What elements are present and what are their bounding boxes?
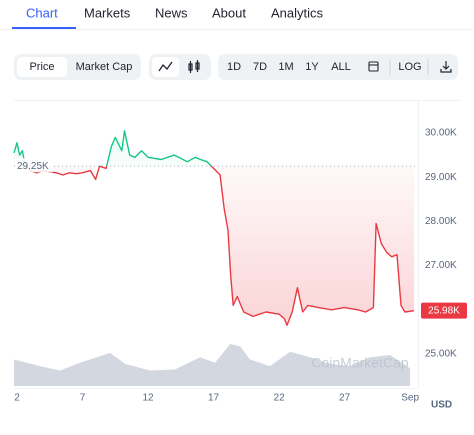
currency-label: USD (431, 400, 452, 411)
reference-label-bg (15, 158, 53, 173)
x-tick-label: 2 (14, 393, 20, 404)
current-price-badge (421, 302, 467, 319)
price-area (14, 130, 415, 326)
y-tick-label: 25.00K (425, 349, 457, 360)
metric-button[interactable]: Market Cap (76, 61, 133, 73)
range-button[interactable]: 1M (278, 61, 293, 73)
y-tick-label: 28.00K (425, 216, 457, 227)
range-button[interactable]: ALL (331, 61, 351, 73)
y-tick-label: 30.00K (425, 128, 457, 139)
plot: CoinMarketCap 29.25K 30.00K 29.00K 28.00K 27.… (13, 100, 467, 411)
x-tick-label: 22 (274, 393, 286, 404)
current-price-label: 25.98K (428, 305, 460, 316)
tab[interactable]: About (212, 5, 246, 20)
x-tick-label: 12 (142, 393, 154, 404)
range-button[interactable]: 7D (253, 61, 267, 73)
tab[interactable]: Markets (84, 5, 131, 20)
metric-button[interactable]: Price (29, 61, 54, 73)
tab[interactable]: Chart (26, 5, 58, 20)
range-button[interactable]: 1Y (305, 61, 319, 73)
tab-underline (12, 27, 76, 29)
x-tick-label: Sep (401, 393, 419, 404)
y-tick-label: 29.00K (425, 172, 457, 183)
download-icon[interactable] (440, 61, 452, 73)
y-tick-label: 27.00K (425, 260, 457, 271)
watermark: CoinMarketCap (311, 355, 408, 371)
price-line (13, 130, 415, 326)
candle-icon[interactable] (188, 60, 200, 73)
range-button[interactable]: 1D (227, 61, 241, 73)
range-group (218, 54, 458, 80)
x-tick-label: 17 (208, 393, 220, 404)
x-tick-label: 27 (339, 393, 351, 404)
reference-label: 29.25K (17, 161, 49, 172)
log-button[interactable]: LOG (398, 61, 421, 73)
volume-area (14, 344, 411, 386)
metric-selected (17, 57, 67, 77)
x-tick-label: 7 (80, 393, 86, 404)
tab[interactable]: News (155, 5, 188, 20)
calendar-icon[interactable] (368, 61, 379, 72)
line-icon (158, 61, 173, 72)
tab[interactable]: Analytics (271, 5, 324, 20)
